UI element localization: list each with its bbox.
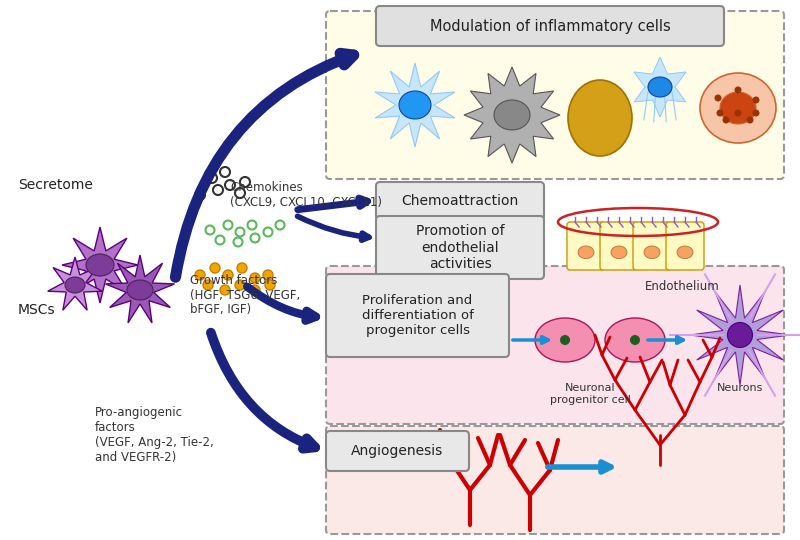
Text: Endothelium: Endothelium	[645, 280, 719, 293]
Text: Angiogenesis: Angiogenesis	[351, 444, 444, 458]
Circle shape	[722, 117, 730, 124]
Ellipse shape	[86, 254, 114, 276]
Polygon shape	[48, 257, 102, 310]
FancyBboxPatch shape	[326, 431, 469, 471]
Text: Proliferation and
differentiation of
progenitor cells: Proliferation and differentiation of pro…	[362, 294, 474, 337]
Ellipse shape	[644, 246, 660, 259]
FancyBboxPatch shape	[376, 216, 544, 279]
Circle shape	[714, 94, 722, 102]
FancyBboxPatch shape	[326, 274, 509, 357]
Ellipse shape	[677, 246, 693, 259]
Text: Promotion of
endothelial
activities: Promotion of endothelial activities	[416, 224, 504, 271]
Circle shape	[210, 263, 220, 273]
Text: Secretome: Secretome	[18, 178, 93, 192]
Circle shape	[746, 117, 754, 124]
Circle shape	[223, 270, 233, 280]
Circle shape	[220, 285, 230, 295]
Text: Neuronal
progenitor cell: Neuronal progenitor cell	[550, 383, 630, 404]
Text: Neurons: Neurons	[717, 383, 763, 393]
Ellipse shape	[568, 80, 632, 156]
Circle shape	[250, 285, 260, 295]
Circle shape	[235, 280, 245, 290]
Circle shape	[753, 110, 759, 117]
Ellipse shape	[399, 91, 431, 119]
Text: MSCs: MSCs	[18, 303, 56, 317]
Circle shape	[734, 86, 742, 93]
FancyBboxPatch shape	[666, 222, 704, 270]
Ellipse shape	[605, 318, 665, 362]
Circle shape	[265, 280, 275, 290]
Text: Modulation of inflammatory cells: Modulation of inflammatory cells	[430, 18, 670, 33]
Ellipse shape	[720, 92, 756, 124]
Ellipse shape	[127, 280, 153, 300]
FancyBboxPatch shape	[567, 222, 605, 270]
Circle shape	[630, 335, 640, 345]
Polygon shape	[464, 67, 560, 163]
FancyBboxPatch shape	[376, 6, 724, 46]
Circle shape	[753, 97, 759, 104]
Circle shape	[237, 263, 247, 273]
Ellipse shape	[700, 73, 776, 143]
FancyBboxPatch shape	[326, 426, 784, 534]
Circle shape	[734, 110, 742, 117]
Polygon shape	[690, 285, 790, 385]
Ellipse shape	[611, 246, 627, 259]
FancyBboxPatch shape	[376, 182, 544, 220]
Ellipse shape	[535, 318, 595, 362]
Ellipse shape	[648, 77, 672, 97]
Ellipse shape	[727, 322, 753, 348]
Text: Chemokines
(CXCL9, CXCL10, CXCL11): Chemokines (CXCL9, CXCL10, CXCL11)	[230, 181, 382, 209]
Circle shape	[560, 335, 570, 345]
Ellipse shape	[494, 100, 530, 130]
Circle shape	[203, 280, 213, 290]
FancyBboxPatch shape	[600, 222, 638, 270]
FancyBboxPatch shape	[633, 222, 671, 270]
Ellipse shape	[65, 277, 85, 293]
Circle shape	[250, 273, 260, 283]
Circle shape	[195, 270, 205, 280]
Text: Pro-angiogenic
factors
(VEGF, Ang-2, Tie-2,
and VEGFR-2): Pro-angiogenic factors (VEGF, Ang-2, Tie…	[95, 406, 214, 464]
FancyBboxPatch shape	[326, 266, 784, 424]
Circle shape	[717, 110, 723, 117]
Text: Growth factors
(HGF, TSG6, VEGF,
bFGF, IGF): Growth factors (HGF, TSG6, VEGF, bFGF, I…	[190, 273, 300, 316]
Circle shape	[263, 270, 273, 280]
Polygon shape	[634, 57, 686, 117]
Ellipse shape	[578, 246, 594, 259]
Polygon shape	[375, 63, 455, 147]
Polygon shape	[62, 227, 138, 303]
Text: Chemoattraction: Chemoattraction	[402, 194, 518, 208]
Polygon shape	[106, 255, 174, 323]
FancyBboxPatch shape	[326, 11, 784, 179]
